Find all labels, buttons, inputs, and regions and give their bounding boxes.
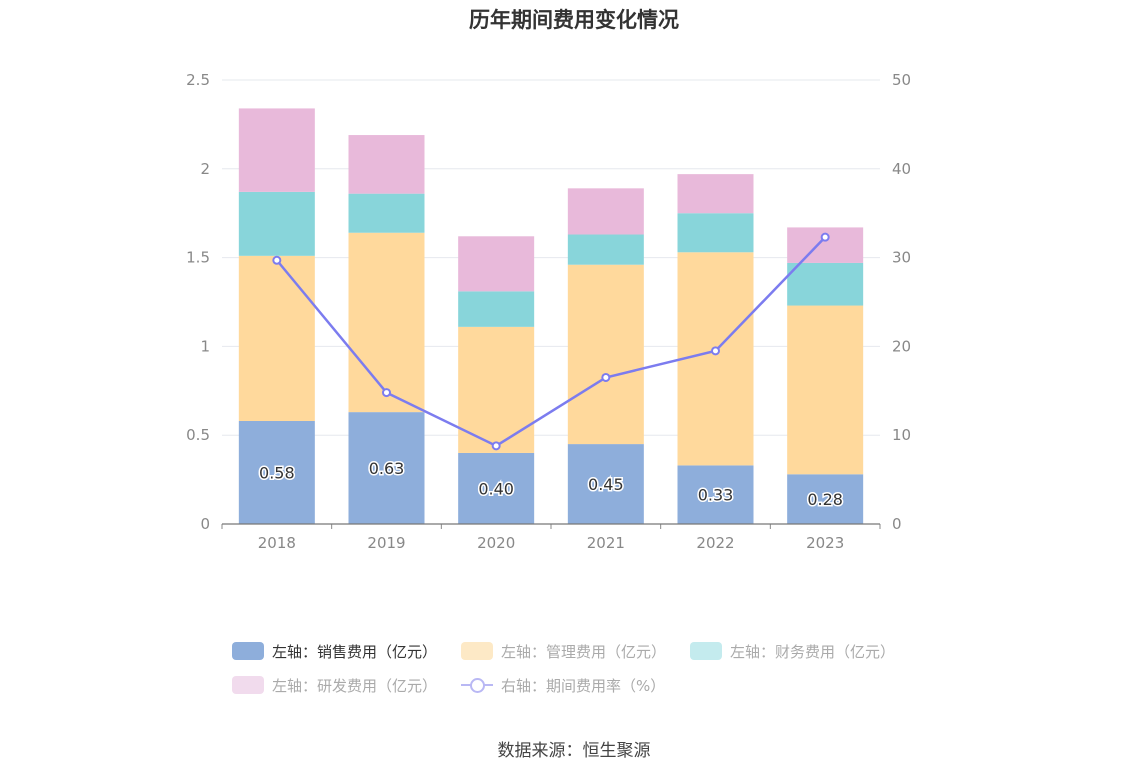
- y-left-tick-label: 1: [200, 337, 210, 355]
- bar-segment-0: [458, 452, 535, 524]
- legend-swatch-sales: [232, 642, 264, 660]
- legend: 左轴：销售费用（亿元） 左轴：管理费用（亿元） 左轴：财务费用（亿元） 左轴：研…: [232, 640, 952, 708]
- bar-segment-2: [238, 191, 315, 256]
- x-tick-label: 2022: [696, 534, 734, 552]
- bar-segment-0: [238, 420, 315, 524]
- legend-row-2: 左轴：研发费用（亿元） 右轴：期间费用率（%）: [232, 674, 952, 696]
- stacked-bar-line-chart: 0 0.5 1 1.5 2 2.5 0 10 20 30 40 50 2018 2019 2020 2021 2…: [186, 71, 911, 552]
- legend-label-rnd: 左轴：研发费用（亿元）: [272, 676, 438, 695]
- data-label: 0.40: [478, 479, 514, 498]
- rate-line: [275, 236, 827, 448]
- bar-segment-0: [787, 474, 864, 524]
- bar-segment-0: [348, 412, 425, 524]
- bar-segment-1: [787, 305, 864, 475]
- legend-swatch-finance: [690, 642, 723, 660]
- legend-swatch-rnd: [232, 676, 264, 694]
- legend-item-rnd[interactable]: 左轴：研发费用（亿元）: [232, 674, 437, 696]
- y-right-tick-label: 0: [892, 515, 902, 533]
- x-tick-label: 2020: [477, 534, 515, 552]
- rate-point: [711, 346, 720, 356]
- rate-point: [382, 388, 391, 398]
- legend-label-rate: 右轴：期间费用率（%）: [501, 676, 666, 695]
- data-label: 0.45: [588, 475, 624, 494]
- y-right-tick-label: 10: [892, 426, 911, 444]
- legend-item-admin[interactable]: 左轴：管理费用（亿元）: [461, 640, 666, 662]
- rate-point: [491, 441, 501, 451]
- bar-segment-3: [458, 236, 535, 292]
- data-label: 0.58: [259, 463, 295, 482]
- data-label: 0.63: [369, 459, 405, 478]
- bar-segment-3: [238, 108, 315, 192]
- rate-point: [272, 255, 282, 265]
- legend-item-sales[interactable]: 左轴：销售费用（亿元）: [232, 640, 437, 662]
- legend-item-rate[interactable]: 右轴：期间费用率（%）: [461, 674, 665, 696]
- y-left-tick-label: 1.5: [186, 249, 210, 267]
- y-left-tick-label: 2.5: [186, 71, 210, 89]
- y-left-tick-label: 0.5: [186, 426, 210, 444]
- rate-point: [820, 232, 830, 242]
- x-tick-label: 2021: [587, 534, 625, 552]
- bar-segment-1: [567, 264, 644, 445]
- bar-segment-0: [567, 444, 644, 524]
- bar-segment-2: [567, 234, 644, 265]
- legend-label-finance: 左轴：财务费用（亿元）: [730, 642, 896, 661]
- y-left-tick-label: 0: [200, 515, 210, 533]
- bar-segment-2: [458, 291, 535, 327]
- bar-segment-0: [677, 465, 754, 524]
- y-right-tick-label: 50: [892, 71, 911, 89]
- bar-segment-2: [787, 262, 864, 306]
- chart-title: 历年期间费用变化情况: [469, 8, 679, 32]
- legend-swatch-admin: [461, 642, 494, 660]
- bar-segment-1: [238, 255, 315, 421]
- legend-label-admin: 左轴：管理费用（亿元）: [501, 642, 667, 661]
- legend-row-1: 左轴：销售费用（亿元） 左轴：管理费用（亿元） 左轴：财务费用（亿元）: [232, 640, 952, 662]
- rate-point: [601, 372, 611, 382]
- bar-segment-1: [458, 326, 535, 453]
- legend-line-marker-icon: [461, 676, 494, 694]
- bar-segment-1: [348, 232, 425, 413]
- x-tick-label: 2023: [806, 534, 844, 552]
- y-right-tick-label: 40: [892, 160, 911, 178]
- data-label: 0.28: [807, 490, 843, 509]
- x-tick-label: 2019: [367, 534, 405, 552]
- bar-segment-1: [677, 252, 754, 466]
- legend-item-finance[interactable]: 左轴：财务费用（亿元）: [690, 640, 895, 662]
- y-right-tick-label: 20: [892, 337, 911, 355]
- bar-segment-2: [348, 193, 425, 233]
- x-tick-label: 2018: [258, 534, 296, 552]
- bar-segment-3: [677, 174, 754, 214]
- legend-label-sales: 左轴：销售费用（亿元）: [272, 642, 438, 661]
- bar-segment-2: [677, 213, 754, 253]
- data-source: 数据来源：恒生聚源: [497, 741, 651, 761]
- data-label: 0.33: [698, 486, 734, 505]
- y-left-tick-label: 2: [200, 160, 210, 178]
- y-right-tick-label: 30: [892, 249, 911, 267]
- bar-segment-3: [348, 135, 425, 194]
- bar-segment-3: [567, 188, 644, 235]
